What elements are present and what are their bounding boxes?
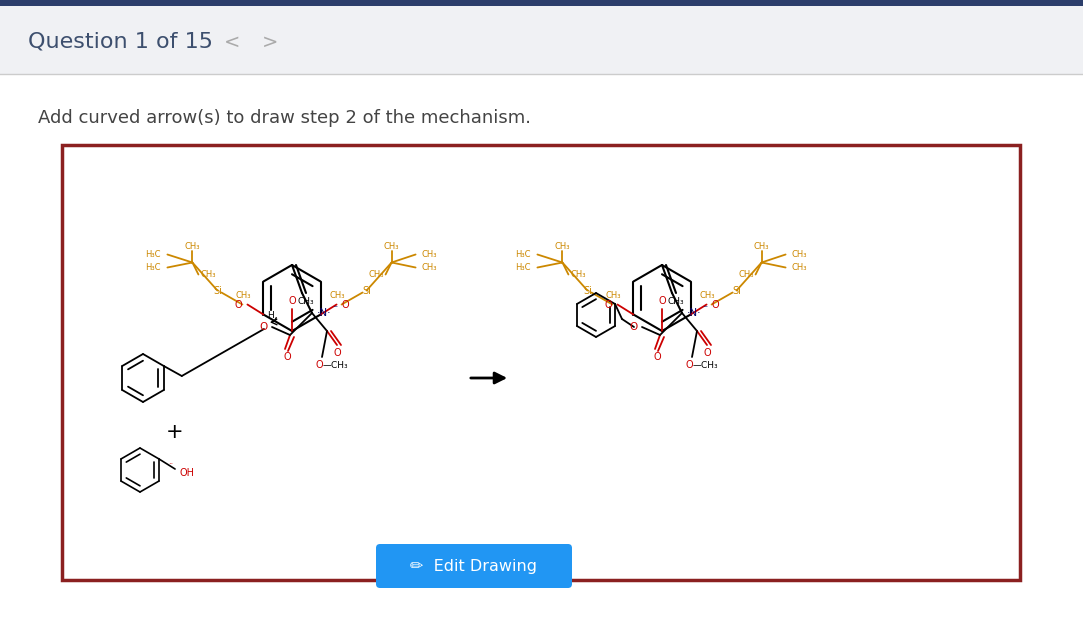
Text: H₃C: H₃C bbox=[514, 263, 531, 272]
Text: ·N·: ·N· bbox=[317, 308, 331, 318]
Text: CH₃: CH₃ bbox=[571, 270, 586, 279]
Text: Add curved arrow(s) to draw step 2 of the mechanism.: Add curved arrow(s) to draw step 2 of th… bbox=[38, 109, 531, 127]
Text: CH₃: CH₃ bbox=[421, 250, 438, 259]
Text: CH₃: CH₃ bbox=[368, 270, 383, 279]
Text: CH₃: CH₃ bbox=[383, 242, 400, 251]
Text: O: O bbox=[703, 348, 710, 358]
Text: Si: Si bbox=[583, 285, 591, 295]
Text: ⁻: ⁻ bbox=[332, 304, 337, 314]
Text: O: O bbox=[315, 360, 323, 370]
Text: O: O bbox=[283, 352, 291, 362]
Text: Question 1 of 15: Question 1 of 15 bbox=[28, 32, 213, 52]
Text: CH₃: CH₃ bbox=[668, 297, 684, 305]
Text: CH₃: CH₃ bbox=[421, 263, 438, 272]
Text: CH₃: CH₃ bbox=[298, 297, 315, 305]
FancyBboxPatch shape bbox=[62, 145, 1020, 580]
Text: CH₃: CH₃ bbox=[235, 291, 251, 300]
FancyBboxPatch shape bbox=[0, 6, 1083, 74]
Text: >: > bbox=[262, 33, 278, 52]
FancyBboxPatch shape bbox=[0, 74, 1083, 631]
Text: CH₃: CH₃ bbox=[754, 242, 769, 251]
Text: OH: OH bbox=[179, 468, 194, 478]
Text: Si: Si bbox=[362, 285, 371, 295]
Text: CH₃: CH₃ bbox=[792, 263, 807, 272]
Text: ⁻: ⁻ bbox=[702, 304, 707, 314]
Text: —CH₃: —CH₃ bbox=[323, 360, 349, 370]
Text: O: O bbox=[334, 348, 341, 358]
Text: Si: Si bbox=[732, 285, 741, 295]
Text: ✏  Edit Drawing: ✏ Edit Drawing bbox=[410, 558, 537, 574]
Text: H: H bbox=[268, 310, 274, 319]
Text: O: O bbox=[604, 300, 612, 309]
Text: H₃C: H₃C bbox=[514, 250, 531, 259]
Text: O: O bbox=[658, 296, 666, 306]
Text: O: O bbox=[235, 300, 243, 309]
Text: +: + bbox=[166, 422, 184, 442]
FancyBboxPatch shape bbox=[376, 544, 572, 588]
Text: ··: ·· bbox=[168, 460, 173, 469]
Text: CH₃: CH₃ bbox=[554, 242, 570, 251]
Text: O: O bbox=[653, 352, 661, 362]
Text: CH₃: CH₃ bbox=[792, 250, 807, 259]
Text: H₃C: H₃C bbox=[145, 263, 160, 272]
Text: CH₃: CH₃ bbox=[185, 242, 200, 251]
Text: —CH₃: —CH₃ bbox=[693, 360, 719, 370]
Text: O: O bbox=[686, 360, 693, 370]
Text: H₃C: H₃C bbox=[145, 250, 160, 259]
Text: Si: Si bbox=[213, 285, 222, 295]
Text: CH₃: CH₃ bbox=[739, 270, 754, 279]
Text: O: O bbox=[260, 322, 269, 332]
Text: O: O bbox=[341, 300, 349, 309]
Text: CH₃: CH₃ bbox=[329, 291, 344, 300]
Text: ·N·: ·N· bbox=[687, 308, 702, 318]
Text: CH₃: CH₃ bbox=[200, 270, 216, 279]
Text: CH₃: CH₃ bbox=[605, 291, 621, 300]
Text: O: O bbox=[288, 296, 296, 306]
Text: <: < bbox=[224, 33, 240, 52]
Text: O: O bbox=[712, 300, 719, 309]
Text: CH₃: CH₃ bbox=[700, 291, 715, 300]
Text: O: O bbox=[630, 322, 638, 332]
FancyBboxPatch shape bbox=[0, 0, 1083, 6]
